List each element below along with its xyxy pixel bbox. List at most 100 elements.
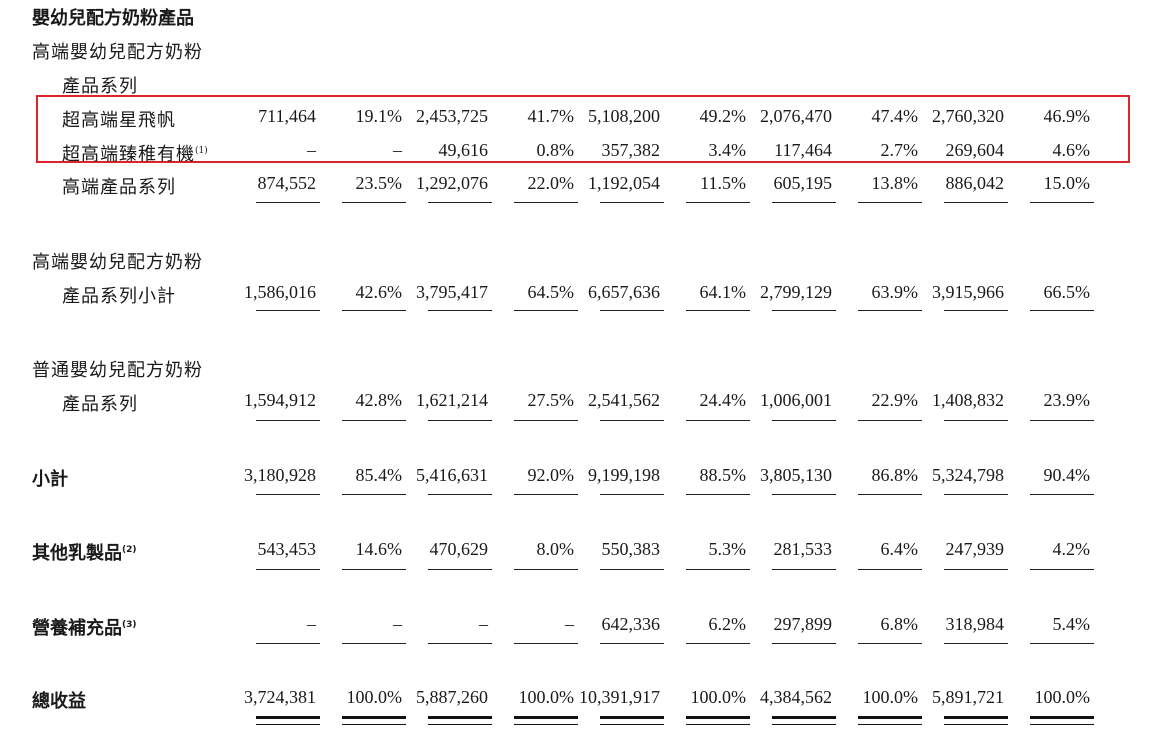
- underline: [256, 202, 320, 203]
- cell-premium_series-6: 605,195: [773, 173, 833, 193]
- cell-nutrition-6: 297,899: [773, 614, 833, 634]
- cell-nutrition-0: –: [307, 614, 316, 634]
- cell-total-8: 5,891,721: [932, 687, 1004, 707]
- cell-premium_subtotal-5: 64.1%: [699, 282, 747, 302]
- row-label-total: 總收益: [32, 691, 86, 712]
- underline: [342, 643, 406, 644]
- cell-other_dairy-3: 8.0%: [536, 539, 575, 559]
- double-underline: [772, 716, 836, 719]
- cell-subtotal-3: 92.0%: [527, 465, 575, 485]
- cell-total-2: 5,887,260: [416, 687, 488, 707]
- cell-super_premium_zhenzhi-2: 49,616: [438, 140, 489, 160]
- underline: [944, 202, 1008, 203]
- cell-premium_subtotal-1: 42.6%: [355, 282, 403, 302]
- underline: [772, 310, 836, 311]
- cell-regular-8: 1,408,832: [932, 390, 1004, 410]
- underline: [686, 420, 750, 421]
- double-underline: [514, 724, 578, 725]
- cell-other_dairy-5: 5.3%: [708, 539, 747, 559]
- row-label-premium-subtotal-1: 高端嬰幼兒配方奶粉: [32, 252, 203, 273]
- cell-regular-9: 23.9%: [1043, 390, 1091, 410]
- underline: [256, 420, 320, 421]
- cell-nutrition-3: –: [565, 614, 574, 634]
- underline: [600, 310, 664, 311]
- double-underline: [514, 716, 578, 719]
- double-underline: [772, 724, 836, 725]
- cell-premium_series-3: 22.0%: [527, 173, 575, 193]
- underline: [600, 569, 664, 570]
- cell-premium_subtotal-0: 1,586,016: [244, 282, 316, 302]
- row-label-nutrition: 營養補充品(3): [32, 614, 137, 640]
- cell-super_premium_zhenzhi-1: –: [393, 140, 402, 160]
- cell-premium_subtotal-8: 3,915,966: [932, 282, 1004, 302]
- cell-total-5: 100.0%: [690, 687, 747, 707]
- cell-super_premium_xingfeifan-1: 19.1%: [355, 106, 403, 126]
- cell-nutrition-7: 6.8%: [880, 614, 919, 634]
- cell-total-3: 100.0%: [518, 687, 575, 707]
- cell-subtotal-9: 90.4%: [1043, 465, 1091, 485]
- cell-nutrition-9: 5.4%: [1052, 614, 1091, 634]
- cell-nutrition-1: –: [393, 614, 402, 634]
- cell-total-7: 100.0%: [862, 687, 919, 707]
- cell-nutrition-2: –: [479, 614, 488, 634]
- cell-super_premium_zhenzhi-8: 269,604: [945, 140, 1005, 160]
- underline: [686, 310, 750, 311]
- cell-subtotal-8: 5,324,798: [932, 465, 1004, 485]
- underline: [256, 643, 320, 644]
- double-underline: [256, 724, 320, 725]
- underline: [342, 420, 406, 421]
- underline: [600, 420, 664, 421]
- cell-super_premium_xingfeifan-9: 46.9%: [1043, 106, 1091, 126]
- cell-subtotal-2: 5,416,631: [416, 465, 488, 485]
- row-label-regular-2: 產品系列: [62, 394, 138, 415]
- cell-super_premium_zhenzhi-5: 3.4%: [708, 140, 747, 160]
- cell-other_dairy-9: 4.2%: [1052, 539, 1091, 559]
- cell-super_premium_xingfeifan-8: 2,760,320: [932, 106, 1004, 126]
- underline: [600, 494, 664, 495]
- underline: [600, 202, 664, 203]
- underline: [514, 569, 578, 570]
- row-label-other-dairy: 其他乳製品(2): [32, 539, 137, 565]
- underline: [772, 420, 836, 421]
- row-label-premium-subtotal-2: 產品系列小計: [62, 286, 176, 307]
- underline: [944, 494, 1008, 495]
- underline: [686, 569, 750, 570]
- cell-premium_subtotal-4: 6,657,636: [588, 282, 660, 302]
- underline: [428, 420, 492, 421]
- cell-regular-3: 27.5%: [527, 390, 575, 410]
- double-underline: [944, 716, 1008, 719]
- underline: [858, 202, 922, 203]
- underline: [858, 569, 922, 570]
- underline: [858, 420, 922, 421]
- cell-other_dairy-4: 550,383: [601, 539, 661, 559]
- double-underline: [342, 716, 406, 719]
- underline: [256, 310, 320, 311]
- cell-regular-5: 24.4%: [699, 390, 747, 410]
- cell-premium_series-7: 13.8%: [871, 173, 919, 193]
- cell-other_dairy-8: 247,939: [945, 539, 1005, 559]
- row-label-xingfeifan: 超高端星飛帆: [62, 110, 176, 131]
- underline: [514, 202, 578, 203]
- underline: [1030, 310, 1094, 311]
- double-underline: [428, 716, 492, 719]
- underline: [858, 310, 922, 311]
- cell-premium_series-9: 15.0%: [1043, 173, 1091, 193]
- underline: [1030, 569, 1094, 570]
- cell-regular-1: 42.8%: [355, 390, 403, 410]
- cell-super_premium_xingfeifan-5: 49.2%: [699, 106, 747, 126]
- double-underline: [1030, 716, 1094, 719]
- double-underline: [686, 716, 750, 719]
- underline: [1030, 420, 1094, 421]
- underline: [342, 569, 406, 570]
- underline: [342, 494, 406, 495]
- underline: [686, 643, 750, 644]
- cell-super_premium_zhenzhi-6: 117,464: [774, 140, 832, 160]
- row-label-zhenzhi-text: 超高端臻稚有機: [62, 144, 195, 165]
- cell-regular-0: 1,594,912: [244, 390, 316, 410]
- cell-super_premium_zhenzhi-3: 0.8%: [536, 140, 575, 160]
- underline: [772, 202, 836, 203]
- section-title: 嬰幼兒配方奶粉產品: [32, 8, 194, 29]
- underline: [428, 643, 492, 644]
- underline: [428, 310, 492, 311]
- underline: [686, 202, 750, 203]
